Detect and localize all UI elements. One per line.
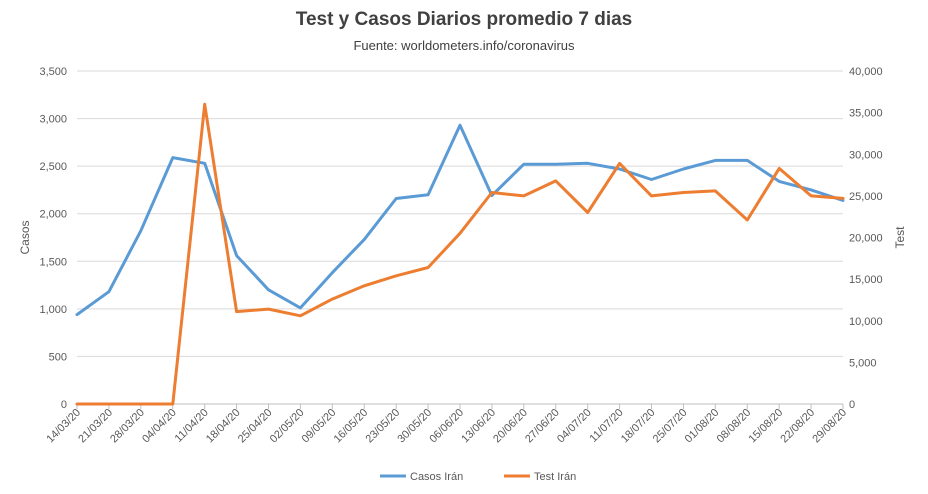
x-tick-label: 29/08/20 bbox=[810, 407, 849, 446]
x-tick-label: 13/06/20 bbox=[459, 407, 498, 446]
x-tick-label: 01/08/20 bbox=[683, 407, 722, 446]
legend-label-1: Casos Irán bbox=[410, 471, 463, 483]
y2-tick-label: 25,000 bbox=[849, 191, 883, 203]
series-line-2 bbox=[75, 102, 845, 406]
y-tick-label: 1,000 bbox=[39, 304, 67, 316]
chart-subtitle: Fuente: worldometers.info/coronavirus bbox=[353, 38, 575, 53]
x-tick-label: 04/07/20 bbox=[555, 407, 594, 446]
y2-tick-label: 0 bbox=[849, 399, 855, 411]
x-tick-label: 14/03/20 bbox=[44, 407, 83, 446]
x-tick-label: 08/08/20 bbox=[715, 407, 754, 446]
y-tick-label: 3,000 bbox=[39, 114, 67, 126]
y-tick-label: 0 bbox=[61, 399, 67, 411]
y-tick-label: 1,500 bbox=[39, 256, 67, 268]
y-axis-title: Casos bbox=[18, 220, 32, 254]
x-tick-label: 22/08/20 bbox=[778, 407, 817, 446]
series-lines bbox=[75, 102, 845, 406]
x-tick-label: 20/06/20 bbox=[491, 407, 530, 446]
x-tick-label: 23/05/20 bbox=[364, 407, 403, 446]
x-tick-label: 28/03/20 bbox=[108, 407, 147, 446]
x-tick-label: 21/03/20 bbox=[76, 407, 115, 446]
chart-title: Test y Casos Diarios promedio 7 dias bbox=[295, 9, 633, 30]
y-tick-label: 2,500 bbox=[39, 161, 67, 173]
series-line-1 bbox=[75, 123, 845, 317]
y2-tick-label: 20,000 bbox=[849, 233, 883, 245]
axis-labels: 0 500 1,000 1,500 2,000 2,500 3,000 3,500 0 5,000… bbox=[18, 66, 907, 445]
x-tick-label: 16/05/20 bbox=[332, 407, 371, 446]
x-tick-label: 02/05/20 bbox=[268, 407, 307, 446]
y2-tick-label: 30,000 bbox=[849, 149, 883, 161]
x-tick-label: 04/04/20 bbox=[140, 407, 179, 446]
x-tick-label: 30/05/20 bbox=[395, 407, 434, 446]
x-tick-label: 06/06/20 bbox=[427, 407, 466, 446]
y-tick-label: 2,000 bbox=[39, 209, 67, 221]
y2-axis-title: Test bbox=[893, 226, 907, 249]
legend: Casos Irán Test Irán bbox=[380, 471, 576, 483]
x-tick-label: 25/07/20 bbox=[651, 407, 690, 446]
axes bbox=[76, 403, 844, 409]
x-tick-label: 18/07/20 bbox=[619, 407, 658, 446]
y2-tick-label: 40,000 bbox=[849, 66, 883, 78]
y2-tick-label: 5,000 bbox=[849, 357, 877, 369]
x-tick-label: 27/06/20 bbox=[523, 407, 562, 446]
x-tick-label: 25/04/20 bbox=[236, 407, 275, 446]
x-tick-label: 09/05/20 bbox=[300, 407, 339, 446]
y2-tick-label: 15,000 bbox=[849, 274, 883, 286]
x-tick-label: 18/04/20 bbox=[204, 407, 243, 446]
x-tick-label: 15/08/20 bbox=[747, 407, 786, 446]
y-tick-label: 3,500 bbox=[39, 66, 67, 78]
y2-tick-label: 35,000 bbox=[849, 108, 883, 120]
legend-label-2: Test Irán bbox=[534, 471, 576, 483]
y2-tick-label: 10,000 bbox=[849, 316, 883, 328]
y-tick-label: 500 bbox=[49, 351, 67, 363]
